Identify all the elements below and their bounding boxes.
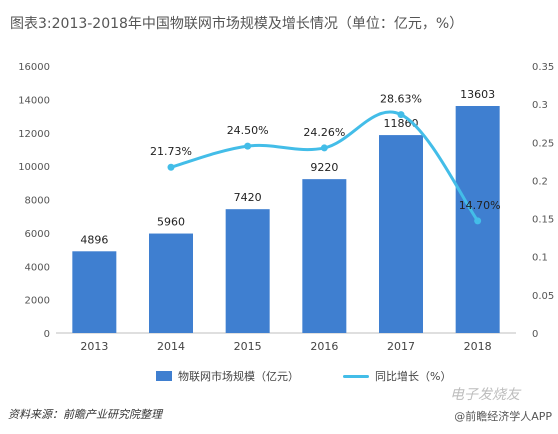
source-note: 资料来源：前瞻产业研究院整理	[8, 408, 162, 421]
right-tick-label: 0.25	[532, 138, 554, 149]
x-tick-label: 2013	[80, 340, 108, 353]
legend: 物联网市场规模（亿元） 同比增长（%）	[156, 368, 451, 384]
x-tick-label: 2017	[387, 340, 415, 353]
bar	[302, 179, 347, 333]
left-tick-label: 12000	[18, 129, 50, 140]
bar-value-label: 13603	[460, 88, 495, 101]
legend-label-bar: 物联网市场规模（亿元）	[178, 370, 299, 383]
legend-swatch-line	[343, 374, 369, 378]
bar-value-label: 7420	[234, 191, 262, 204]
growth-point	[397, 111, 405, 119]
right-tick-label: 0.15	[532, 215, 554, 226]
bar-value-label: 9220	[310, 161, 338, 174]
bar	[149, 233, 193, 333]
x-tick-label: 2015	[234, 340, 262, 353]
x-tick-label: 2016	[310, 340, 338, 353]
growth-point	[244, 142, 252, 150]
growth-value-label: 21.73%	[150, 145, 192, 158]
bar	[72, 251, 117, 333]
left-tick-label: 8000	[25, 196, 50, 207]
left-tick-label: 14000	[18, 95, 50, 106]
x-tick-label: 2018	[464, 340, 492, 353]
right-tick-label: 0.1	[532, 253, 548, 264]
legend-swatch-bar	[156, 371, 172, 381]
x-tick-label: 2014	[157, 340, 185, 353]
growth-point	[320, 144, 328, 152]
left-tick-label: 16000	[18, 62, 50, 73]
left-tick-label: 6000	[25, 229, 50, 240]
bar	[225, 209, 270, 333]
bar-value-label: 4896	[80, 233, 108, 246]
bar-value-label: 5960	[157, 216, 185, 229]
legend-item-line: 同比增长（%）	[343, 368, 451, 384]
left-tick-label: 4000	[25, 262, 50, 273]
watermark-text: @前瞻经济学人APP	[454, 410, 552, 423]
growth-value-label: 24.50%	[227, 124, 269, 137]
growth-line	[169, 110, 480, 223]
legend-item-bar: 物联网市场规模（亿元）	[156, 368, 299, 384]
growth-point	[167, 163, 175, 171]
right-tick-label: 0.05	[532, 291, 554, 302]
watermark-logo: 电子发烧友	[450, 387, 520, 403]
growth-value-label: 14.70%	[459, 199, 501, 212]
left-tick-label: 2000	[25, 296, 50, 307]
right-tick-label: 0	[532, 329, 538, 340]
left-tick-label: 0	[44, 329, 50, 340]
right-tick-label: 0.35	[532, 62, 554, 73]
chart-title: 图表3:2013-2018年中国物联网市场规模及增长情况（单位：亿元，%）	[10, 16, 464, 32]
growth-value-label: 24.26%	[303, 126, 345, 139]
growth-value-label: 28.63%	[380, 93, 422, 106]
right-tick-label: 0.2	[532, 176, 548, 187]
bar	[379, 135, 423, 333]
left-tick-label: 10000	[18, 162, 50, 173]
growth-point	[474, 217, 482, 225]
right-tick-label: 0.3	[532, 100, 548, 111]
legend-label-line: 同比增长（%）	[375, 370, 452, 383]
